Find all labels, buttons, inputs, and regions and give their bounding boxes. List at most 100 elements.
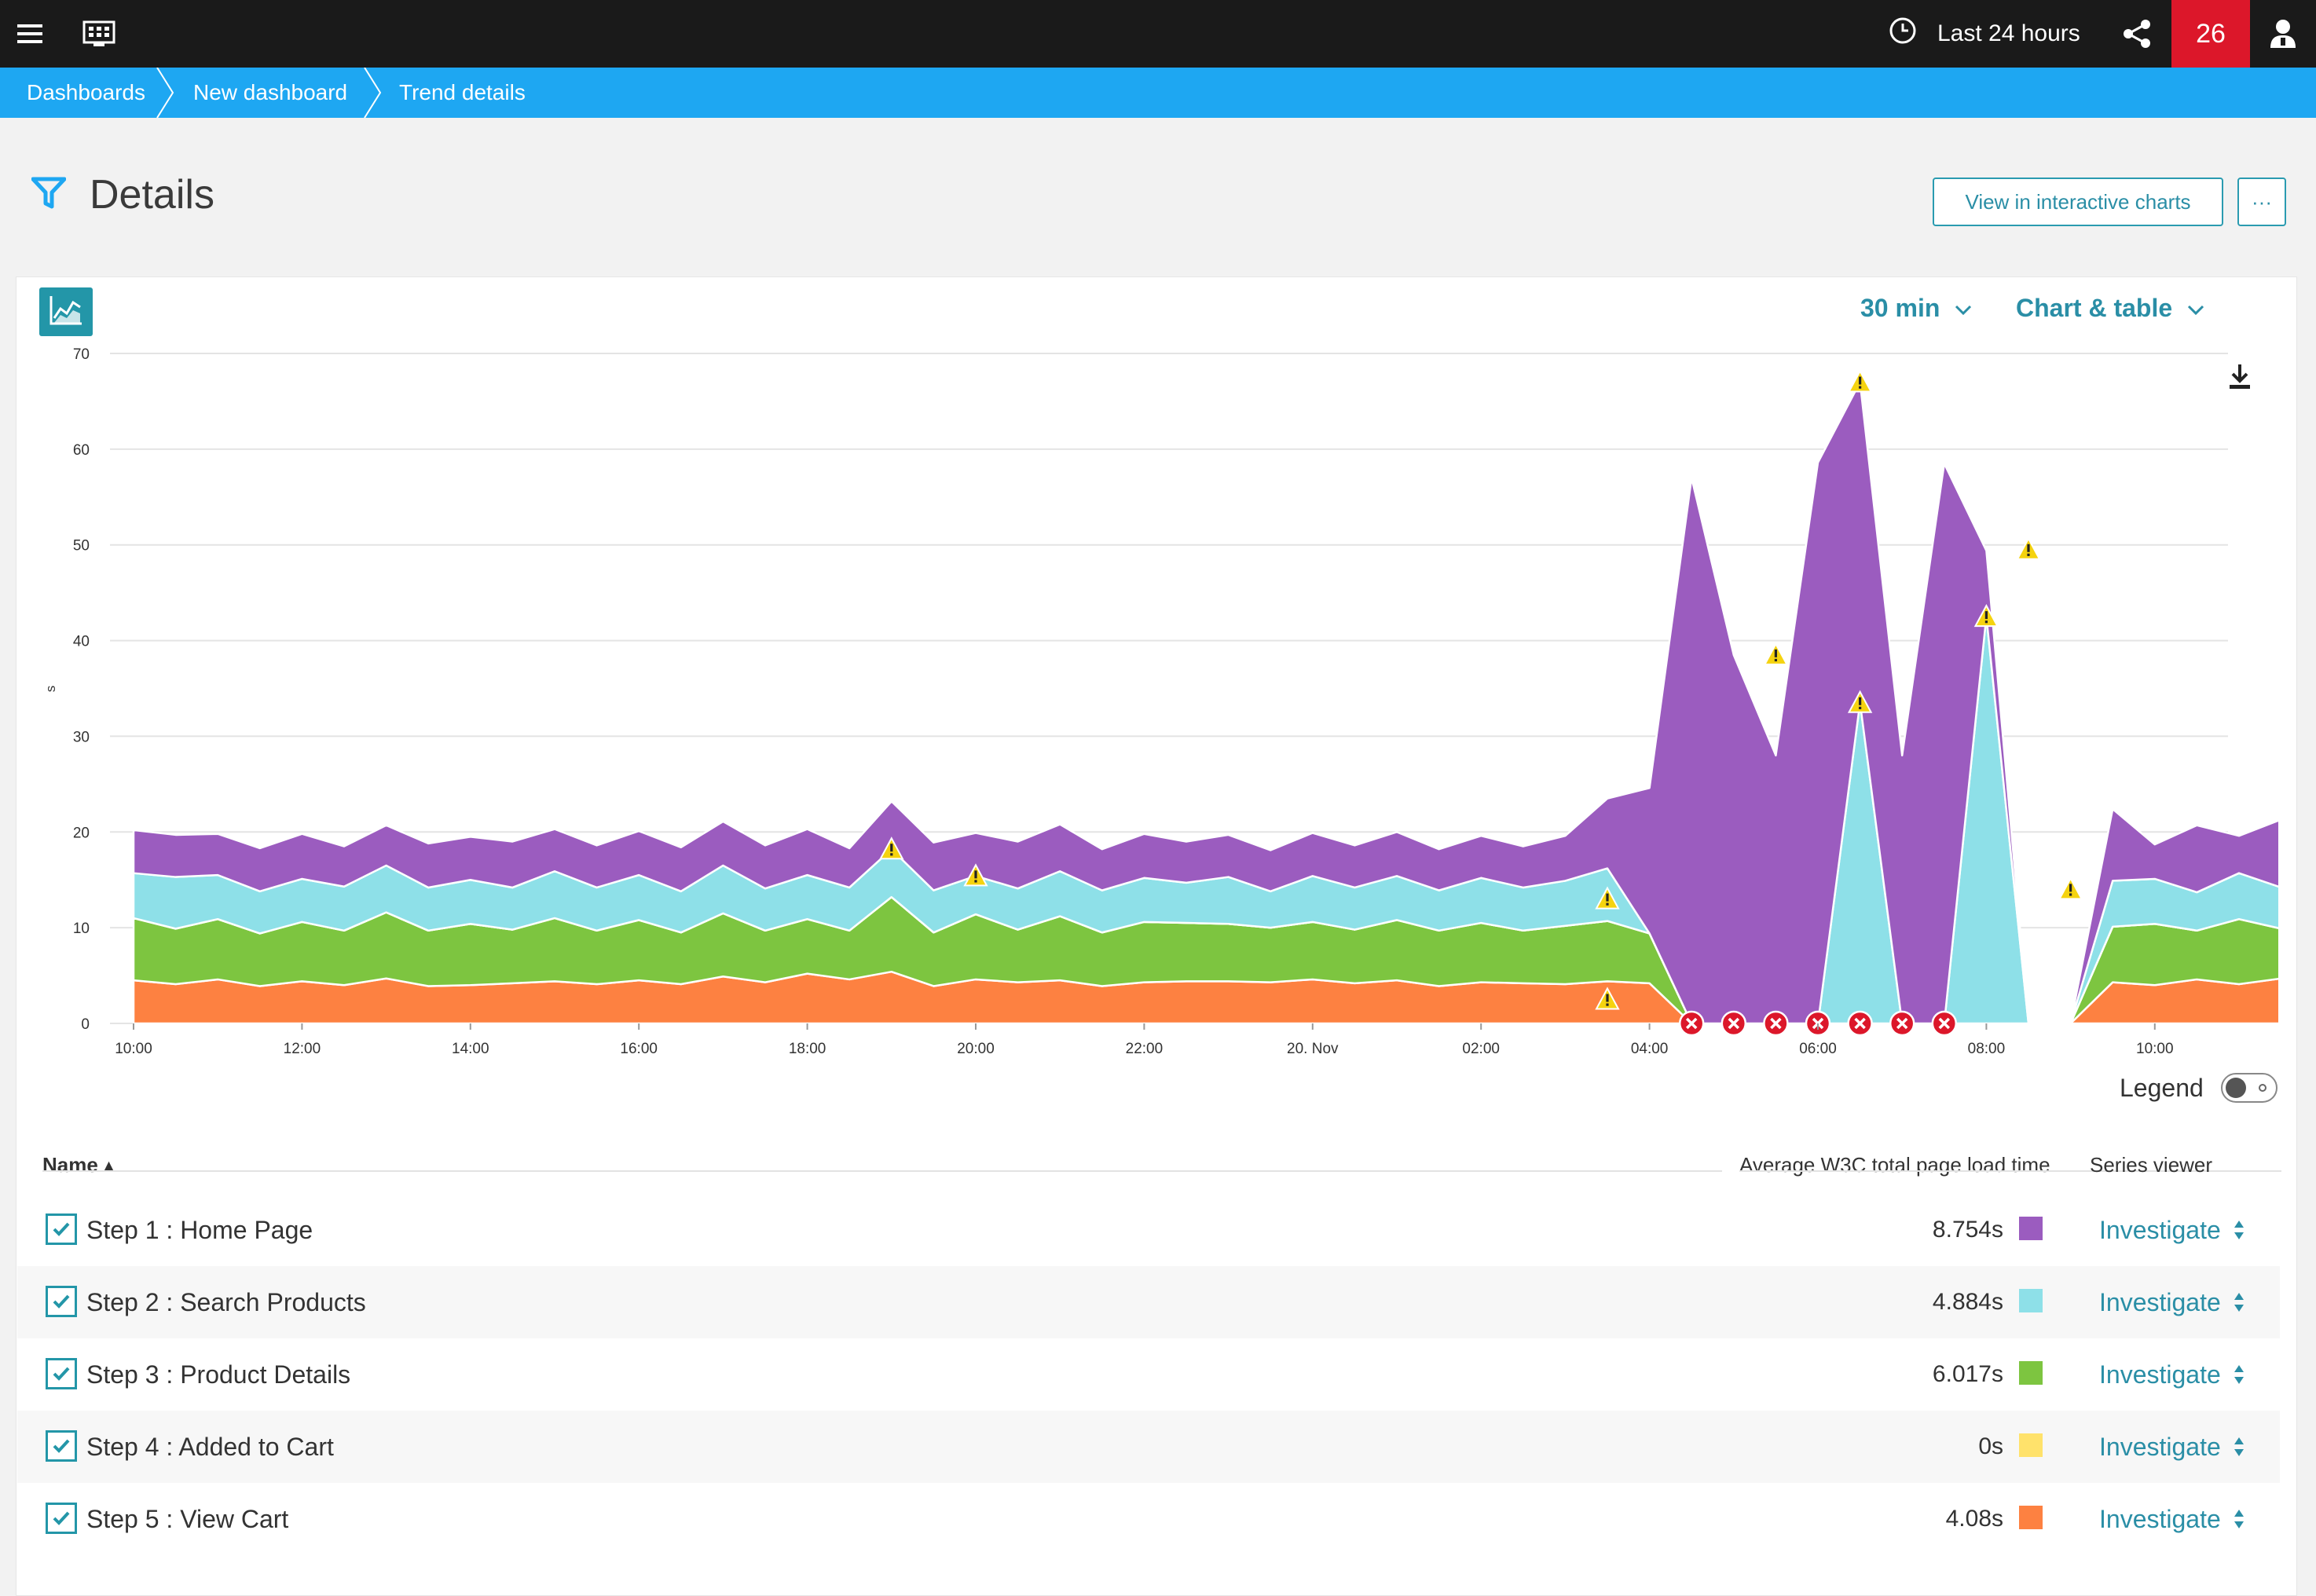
timeframe-label: Last 24 hours: [1937, 20, 2080, 46]
sort-arrows-icon: [2234, 1510, 2244, 1528]
download-icon[interactable]: [2230, 364, 2250, 389]
x-tick-label: 12:00: [284, 1041, 321, 1057]
legend-toggle-group: Legend: [2120, 1073, 2278, 1103]
table-row: Step 5 : View Cart 4.08s Investigate: [17, 1483, 2280, 1555]
sort-arrows-icon: [2234, 1437, 2244, 1456]
filter-icon[interactable]: [31, 177, 67, 214]
clock-icon: [1889, 16, 1917, 51]
series-checkbox[interactable]: [46, 1286, 77, 1317]
series-checkbox[interactable]: [46, 1503, 77, 1534]
series-name: Step 4 : Added to Cart: [86, 1432, 334, 1461]
series-checkbox[interactable]: [46, 1213, 77, 1245]
more-options-button[interactable]: ···: [2237, 178, 2286, 226]
warning-icon[interactable]: [2016, 536, 2041, 560]
warning-icon[interactable]: [2058, 877, 2083, 900]
y-tick-label: 30: [73, 729, 90, 745]
x-tick-label: 04:00: [1631, 1041, 1669, 1057]
error-icon[interactable]: [1847, 1010, 1873, 1037]
series-color-swatch: [2019, 1361, 2043, 1385]
series-name: Step 1 : Home Page: [86, 1215, 313, 1244]
line-chart-icon: [49, 295, 83, 330]
page-title: Details: [90, 172, 214, 218]
x-tick-label: 10:00: [2136, 1041, 2174, 1057]
y-tick-label: 60: [73, 442, 90, 459]
series-name: Step 3 : Product Details: [86, 1360, 351, 1389]
series-color-swatch: [2019, 1506, 2043, 1529]
view-mode-label: Chart & table: [2016, 293, 2173, 322]
resolution-dropdown[interactable]: 30 min: [1860, 291, 1973, 325]
x-tick-label: 10:00: [115, 1041, 152, 1057]
stacked-area-chart: 0 10 20 30 40 50 60 70 s 10:00 12:00 14:00 16:00 18:0…: [43, 346, 2278, 1057]
error-icon[interactable]: [1763, 1010, 1789, 1037]
series-color-swatch: [2019, 1433, 2043, 1457]
series-checkbox[interactable]: [46, 1358, 77, 1389]
resolution-label: 30 min: [1860, 293, 1940, 322]
breadcrumb-trend-details: Trend details: [399, 80, 526, 104]
x-tick-label: 20. Nov: [1287, 1041, 1339, 1057]
series-value: 4.884s: [1932, 1289, 2003, 1315]
investigate-link[interactable]: Investigate: [2099, 1411, 2245, 1483]
column-header-value: Average W3C total page load time: [1739, 1153, 2050, 1177]
warning-icon[interactable]: [1595, 886, 1620, 910]
share-icon[interactable]: [2121, 0, 2153, 68]
top-navigation-bar: Last 24 hours 26: [0, 0, 2316, 68]
investigate-link[interactable]: Investigate: [2099, 1338, 2245, 1411]
warning-icon[interactable]: [1763, 642, 1789, 665]
sort-arrows-icon: [2234, 1221, 2244, 1239]
hamburger-menu-icon[interactable]: [14, 0, 46, 68]
breadcrumb-separator: [156, 68, 174, 118]
warning-icon[interactable]: [1595, 987, 1620, 1010]
column-header-name[interactable]: Name ▴: [42, 1153, 115, 1177]
breadcrumb-new-dashboard[interactable]: New dashboard: [193, 80, 348, 104]
y-tick-label: 10: [73, 921, 90, 937]
dashboard-icon[interactable]: [80, 0, 118, 68]
error-icon[interactable]: [1889, 1010, 1915, 1037]
breadcrumb: Dashboards New dashboard Trend details: [0, 68, 2316, 118]
warning-icon[interactable]: [879, 836, 904, 860]
x-tick-label: 02:00: [1462, 1041, 1500, 1057]
area-series[interactable]: [132, 381, 2278, 1025]
warning-icon[interactable]: [1973, 603, 1999, 628]
legend-toggle[interactable]: [2220, 1073, 2278, 1103]
timeframe-selector[interactable]: Last 24 hours: [1889, 0, 2080, 68]
problems-count-badge[interactable]: 26: [2171, 0, 2250, 68]
sort-arrows-icon: [2234, 1293, 2244, 1312]
y-tick-label: 20: [73, 825, 90, 841]
warning-icon[interactable]: [1847, 690, 1873, 713]
x-tick-label: 16:00: [620, 1041, 658, 1057]
user-icon[interactable]: [2267, 0, 2299, 68]
series-value: 8.754s: [1932, 1217, 2003, 1243]
series-value: 4.08s: [1945, 1506, 2003, 1532]
x-tick-label: 14:00: [452, 1041, 489, 1057]
y-tick-label: 50: [73, 538, 90, 555]
breadcrumb-separator: [364, 68, 382, 118]
x-tick-label: 22:00: [1126, 1041, 1163, 1057]
y-tick-label: 40: [73, 634, 90, 650]
y-tick-label: 0: [81, 1016, 90, 1033]
breadcrumb-dashboards[interactable]: Dashboards: [27, 80, 145, 104]
investigate-link[interactable]: Investigate: [2099, 1266, 2245, 1338]
series-color-swatch: [2019, 1289, 2043, 1312]
error-icon[interactable]: [1678, 1010, 1705, 1037]
series-name: Step 2 : Search Products: [86, 1287, 366, 1316]
series-name: Step 5 : View Cart: [86, 1504, 289, 1533]
y-tick-label: 70: [73, 346, 90, 363]
error-icon[interactable]: [1931, 1010, 1958, 1037]
view-in-interactive-charts-button[interactable]: View in interactive charts: [1933, 178, 2223, 226]
table-row: Step 2 : Search Products 4.884s Investig…: [17, 1266, 2280, 1338]
warning-icon[interactable]: [963, 863, 988, 887]
sort-arrows-icon: [2234, 1365, 2244, 1384]
series-checkbox[interactable]: [46, 1430, 77, 1462]
x-tick-label: 18:00: [789, 1041, 826, 1057]
error-icon[interactable]: [1721, 1010, 1747, 1037]
table-row: Step 4 : Added to Cart 0s Investigate: [17, 1411, 2280, 1483]
warning-icon[interactable]: [1847, 369, 1873, 393]
chart-type-button[interactable]: [39, 287, 93, 336]
chevron-down-icon: [2186, 294, 2205, 323]
investigate-link[interactable]: Investigate: [2099, 1194, 2245, 1266]
investigate-link[interactable]: Investigate: [2099, 1483, 2245, 1555]
x-tick-label: 06:00: [1799, 1041, 1837, 1057]
table-row: Step 3 : Product Details 6.017s Investig…: [17, 1338, 2280, 1411]
view-mode-dropdown[interactable]: Chart & table: [2016, 291, 2205, 325]
table-row: Step 1 : Home Page 8.754s Investigate: [17, 1194, 2280, 1266]
